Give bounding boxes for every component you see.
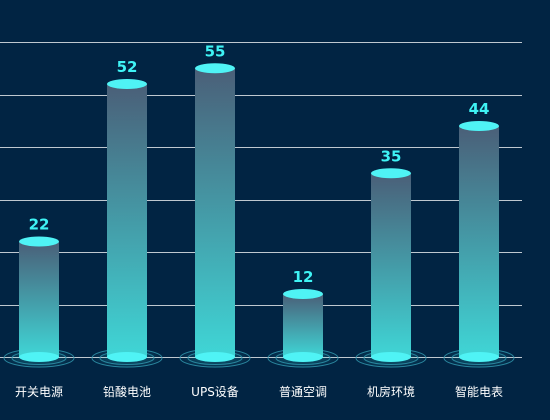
category-label: 普通空调 bbox=[279, 385, 327, 399]
grid-lines bbox=[0, 42, 522, 358]
bar bbox=[195, 68, 235, 357]
bar-group: 22 bbox=[3, 216, 75, 368]
bar-bottom-cap bbox=[371, 352, 411, 362]
category-label: 机房环境 bbox=[367, 384, 415, 399]
bar-value-label: 44 bbox=[469, 100, 490, 118]
bar bbox=[107, 84, 147, 357]
bar-value-label: 35 bbox=[381, 147, 402, 165]
bar-value-label: 22 bbox=[29, 216, 50, 234]
bar-bottom-cap bbox=[283, 352, 323, 362]
bar-top-cap bbox=[19, 236, 59, 247]
bar bbox=[283, 294, 323, 357]
bar-group: 35 bbox=[355, 147, 427, 368]
bar-top-cap bbox=[371, 168, 411, 179]
category-labels: 开关电源 铅酸电池 UPS设备 普通空调 机房环境 智能电表 bbox=[15, 384, 503, 399]
bar-top-cap bbox=[459, 121, 499, 131]
bar-group: 55 bbox=[179, 42, 251, 368]
bar-value-label: 12 bbox=[293, 268, 314, 286]
bar-top-cap bbox=[283, 289, 323, 299]
category-label: 开关电源 bbox=[15, 385, 63, 399]
bar-group: 44 bbox=[443, 100, 515, 368]
bar-top-cap bbox=[107, 79, 147, 89]
category-label: 铅酸电池 bbox=[103, 384, 151, 399]
category-label: UPS设备 bbox=[191, 385, 239, 399]
category-label: 智能电表 bbox=[455, 384, 503, 399]
bar-group: 52 bbox=[91, 58, 163, 368]
bar-bottom-cap bbox=[107, 352, 147, 362]
bar-value-label: 52 bbox=[117, 58, 138, 76]
bar-top-cap bbox=[195, 63, 235, 74]
bar-bottom-cap bbox=[195, 352, 235, 362]
bar-group: 12 bbox=[267, 268, 339, 368]
bars: 22 52 55 12 35 44 bbox=[3, 42, 515, 368]
bar bbox=[459, 126, 499, 357]
bar-bottom-cap bbox=[19, 352, 59, 362]
bar-bottom-cap bbox=[459, 352, 499, 362]
bar bbox=[19, 241, 59, 357]
bar bbox=[371, 173, 411, 357]
bar-value-label: 55 bbox=[205, 42, 226, 60]
